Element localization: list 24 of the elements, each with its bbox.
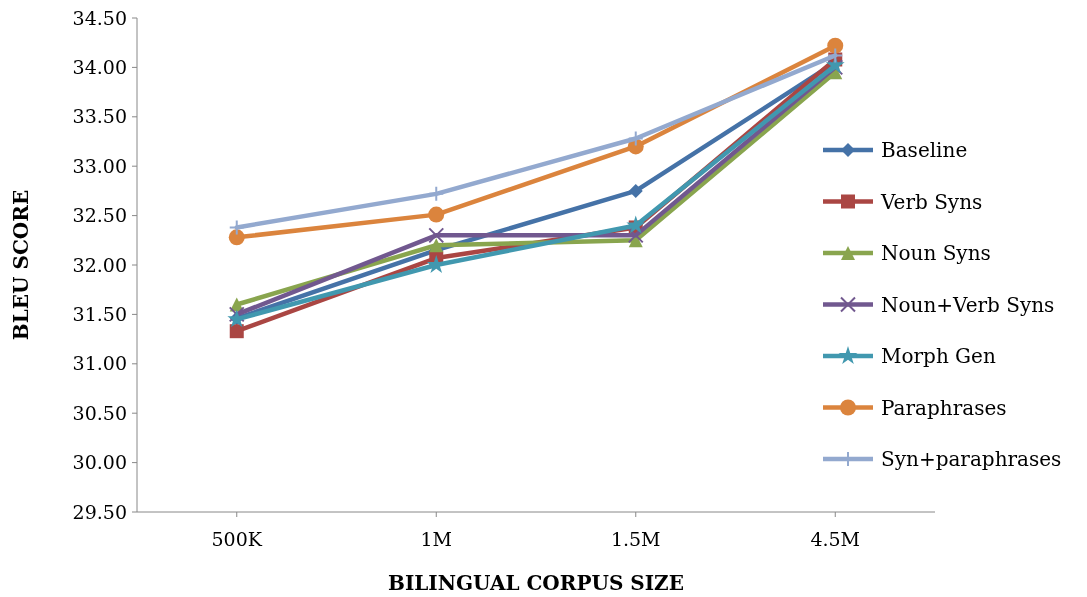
legend-label: Paraphrases [881,395,1007,420]
x-axis-title: BILINGUAL CORPUS SIZE [388,571,684,595]
legend-label: Baseline [881,138,968,162]
x-tick-label: 4.5M [810,528,861,550]
y-tick-label: 30.00 [72,451,127,474]
y-tick-label: 30.50 [72,401,127,424]
legend-label: Noun Syns [881,241,991,265]
legend-label: Noun+Verb Syns [881,292,1055,317]
y-tick-label: 31.50 [72,303,127,326]
y-axis-title: BLEU SCORE [9,189,33,341]
x-tick-label: 1.5M [610,528,661,550]
y-tick-label: 34.00 [72,56,127,79]
y-tick-label: 29.50 [72,500,127,523]
legend-label: Syn+paraphrases [881,447,1062,471]
x-tick-label: 500K [211,528,263,550]
y-tick-label: 32.50 [72,204,127,227]
y-tick-label: 33.50 [72,105,127,128]
x-tick-label: 1M [420,528,453,550]
legend-label: Verb Syns [880,189,983,214]
y-tick-label: 33.00 [72,154,127,177]
legend-label: Morph Gen [881,344,996,368]
y-tick-label: 31.00 [72,352,127,375]
y-tick-label: 32.00 [72,253,127,276]
y-tick-label: 34.50 [72,6,127,29]
